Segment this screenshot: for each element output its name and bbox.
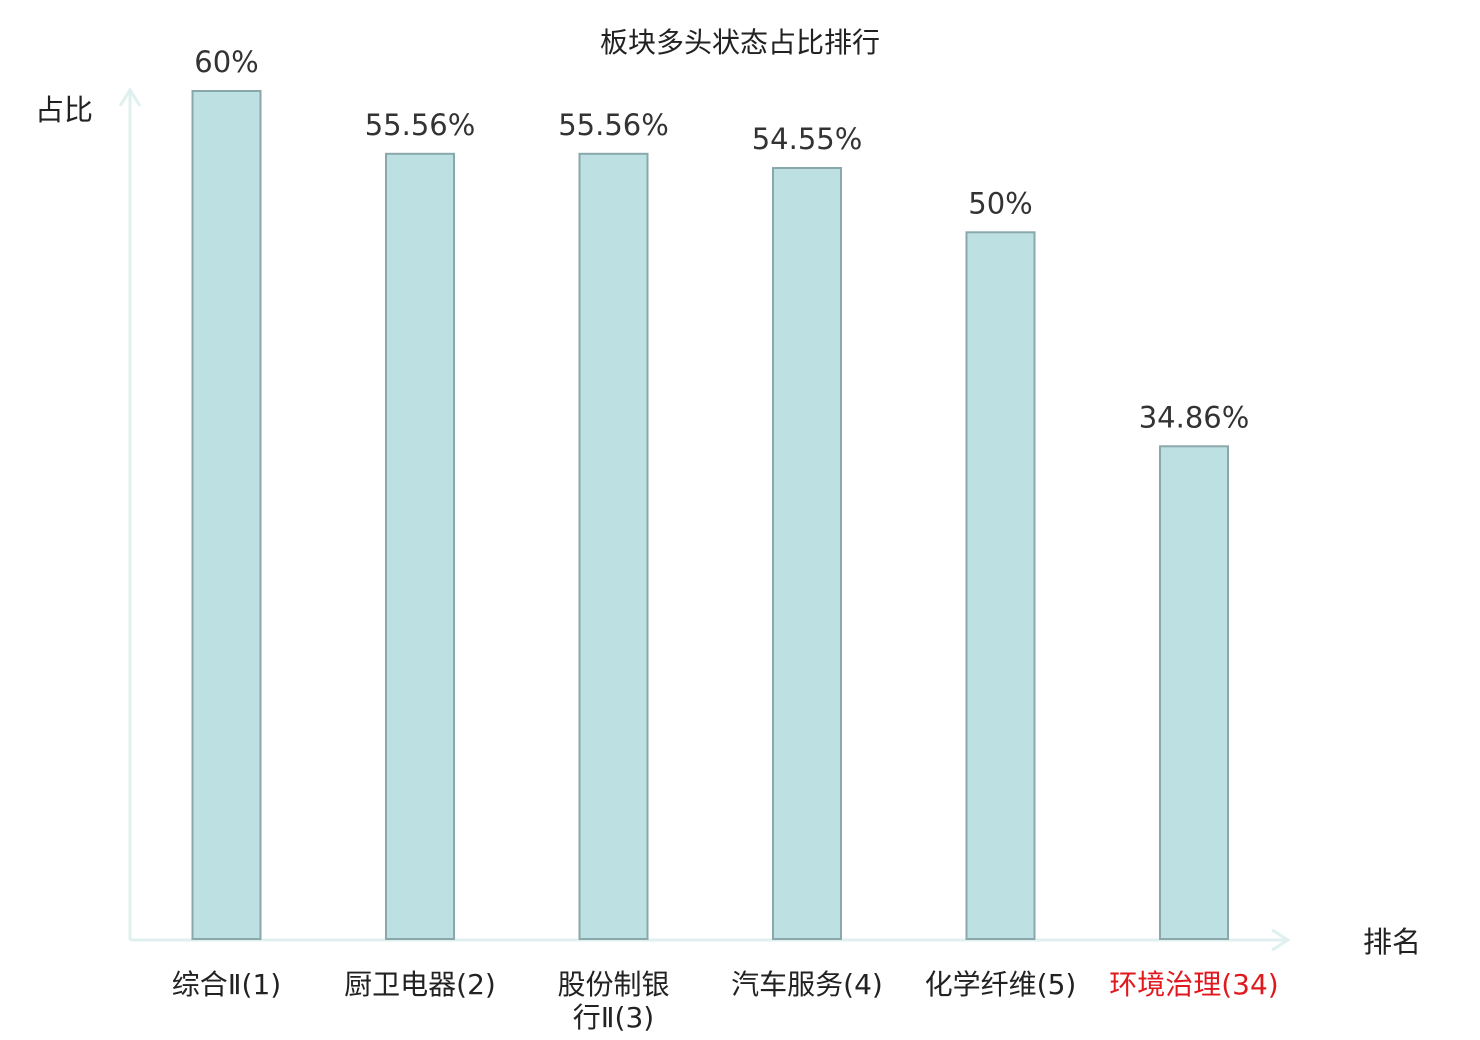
category-label-line: 汽车服务(4) [731, 968, 883, 1001]
y-axis-label: 占比 [35, 93, 93, 127]
category-labels: 综合Ⅱ(1) 厨卫电器(2) 股份制银行Ⅱ(3) 汽车服务(4) 化学纤维(5) 环境治理… [172, 968, 1279, 1034]
bar-2 [385, 152, 455, 941]
x-axis-label: 排名 [1363, 925, 1421, 959]
category-label-line: 行Ⅱ(3) [573, 1001, 654, 1034]
y-axis-arrow [118, 87, 142, 107]
bar-1 [191, 90, 262, 940]
category-label-line: 股份制银 [557, 968, 669, 1001]
bar-4 [772, 167, 842, 940]
category-label-3: 股份制银行Ⅱ(3) [557, 968, 669, 1034]
category-label-6: 环境治理(34) [1109, 968, 1278, 1001]
bar-3 [578, 152, 649, 941]
category-label-4: 汽车服务(4) [731, 968, 883, 1001]
axes [118, 87, 1291, 952]
value-labels: 60% 55.56% 55.56% 54.55% 50% 34.86% [194, 45, 1249, 434]
bar-5 [965, 231, 1036, 941]
category-label-1: 综合Ⅱ(1) [172, 968, 281, 1001]
value-label-3: 55.56% [558, 108, 669, 142]
bar-6 [1159, 445, 1229, 940]
bars [191, 90, 1229, 941]
category-label-line: 化学纤维(5) [925, 968, 1077, 1001]
x-axis-arrow [1271, 928, 1291, 952]
value-label-1: 60% [194, 45, 258, 79]
category-label-2: 厨卫电器(2) [344, 968, 496, 1001]
chart-title: 板块多头状态占比排行 [600, 26, 880, 59]
category-label-line: 厨卫电器(2) [344, 968, 496, 1001]
value-label-4: 54.55% [752, 122, 863, 156]
category-label-line: 综合Ⅱ(1) [172, 968, 281, 1001]
value-label-2: 55.56% [365, 108, 476, 142]
value-label-5: 50% [968, 186, 1032, 220]
value-label-6: 34.86% [1139, 400, 1250, 434]
category-label-5: 化学纤维(5) [925, 968, 1077, 1001]
category-label-line: 环境治理(34) [1109, 968, 1278, 1001]
